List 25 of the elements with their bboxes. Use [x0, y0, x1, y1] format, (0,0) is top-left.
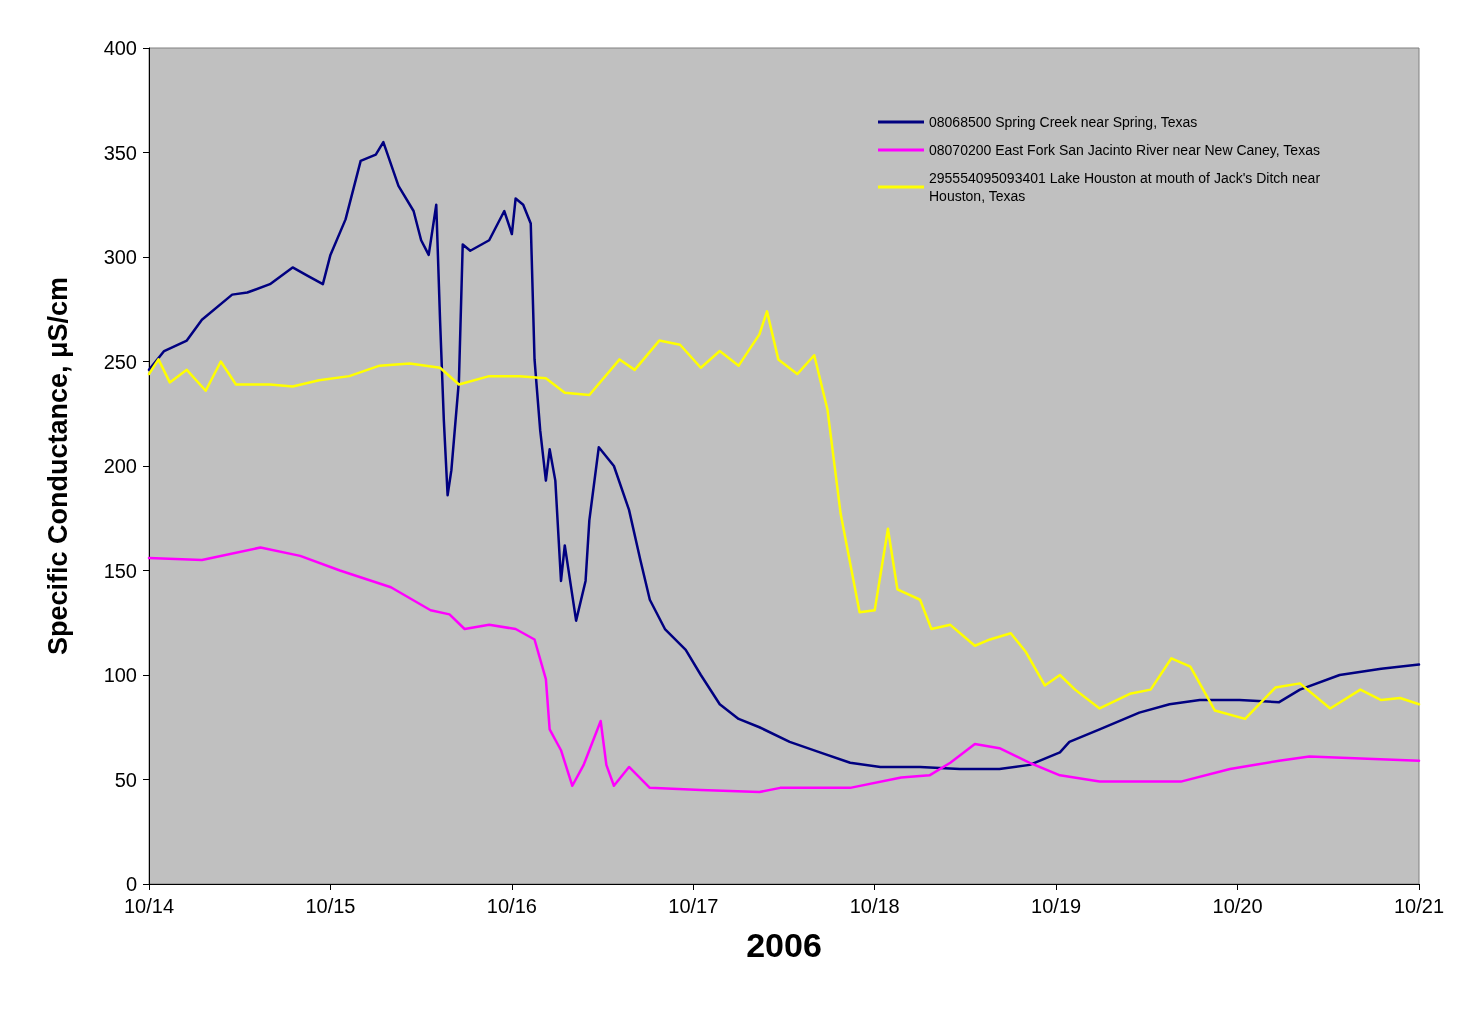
line-series — [147, 546, 1421, 794]
y-tick-label: 200 — [103, 455, 137, 477]
x-tick-label: 10/15 — [305, 895, 356, 917]
y-tick-label: 100 — [103, 664, 137, 686]
x-tick-label: 10/20 — [1212, 895, 1263, 917]
legend-label: 295554095093401 Lake Houston at mouth of Jack's Ditch near Houston, Texas — [929, 170, 1324, 204]
x-tick-label: 10/18 — [849, 895, 900, 917]
x-tick-label: 10/19 — [1031, 895, 1082, 917]
line-series — [147, 140, 1421, 771]
legend-label: 08068500 Spring Creek near Spring, Texas — [929, 114, 1198, 130]
y-tick-label: 300 — [103, 246, 137, 268]
x-tick-label: 10/17 — [668, 895, 719, 917]
y-tick-label: 0 — [125, 873, 137, 895]
y-tick-label: 50 — [114, 768, 137, 791]
legend-label: 08070200 East Fork San Jacinto River near New Caney, Texas — [929, 142, 1320, 158]
x-tick-label: 10/14 — [123, 895, 175, 917]
y-tick-label: 350 — [103, 141, 137, 164]
y-axis-title: Specific Conductance, μS/cm — [42, 276, 73, 656]
x-tick-label: 10/21 — [1393, 895, 1445, 917]
y-tick-label: 150 — [103, 559, 137, 582]
line-series — [147, 310, 1421, 721]
y-tick-label: 250 — [103, 350, 137, 373]
x-axis-title: 2006 — [746, 926, 822, 964]
y-tick-label: 400 — [103, 37, 137, 59]
x-tick-label: 10/16 — [486, 895, 537, 917]
